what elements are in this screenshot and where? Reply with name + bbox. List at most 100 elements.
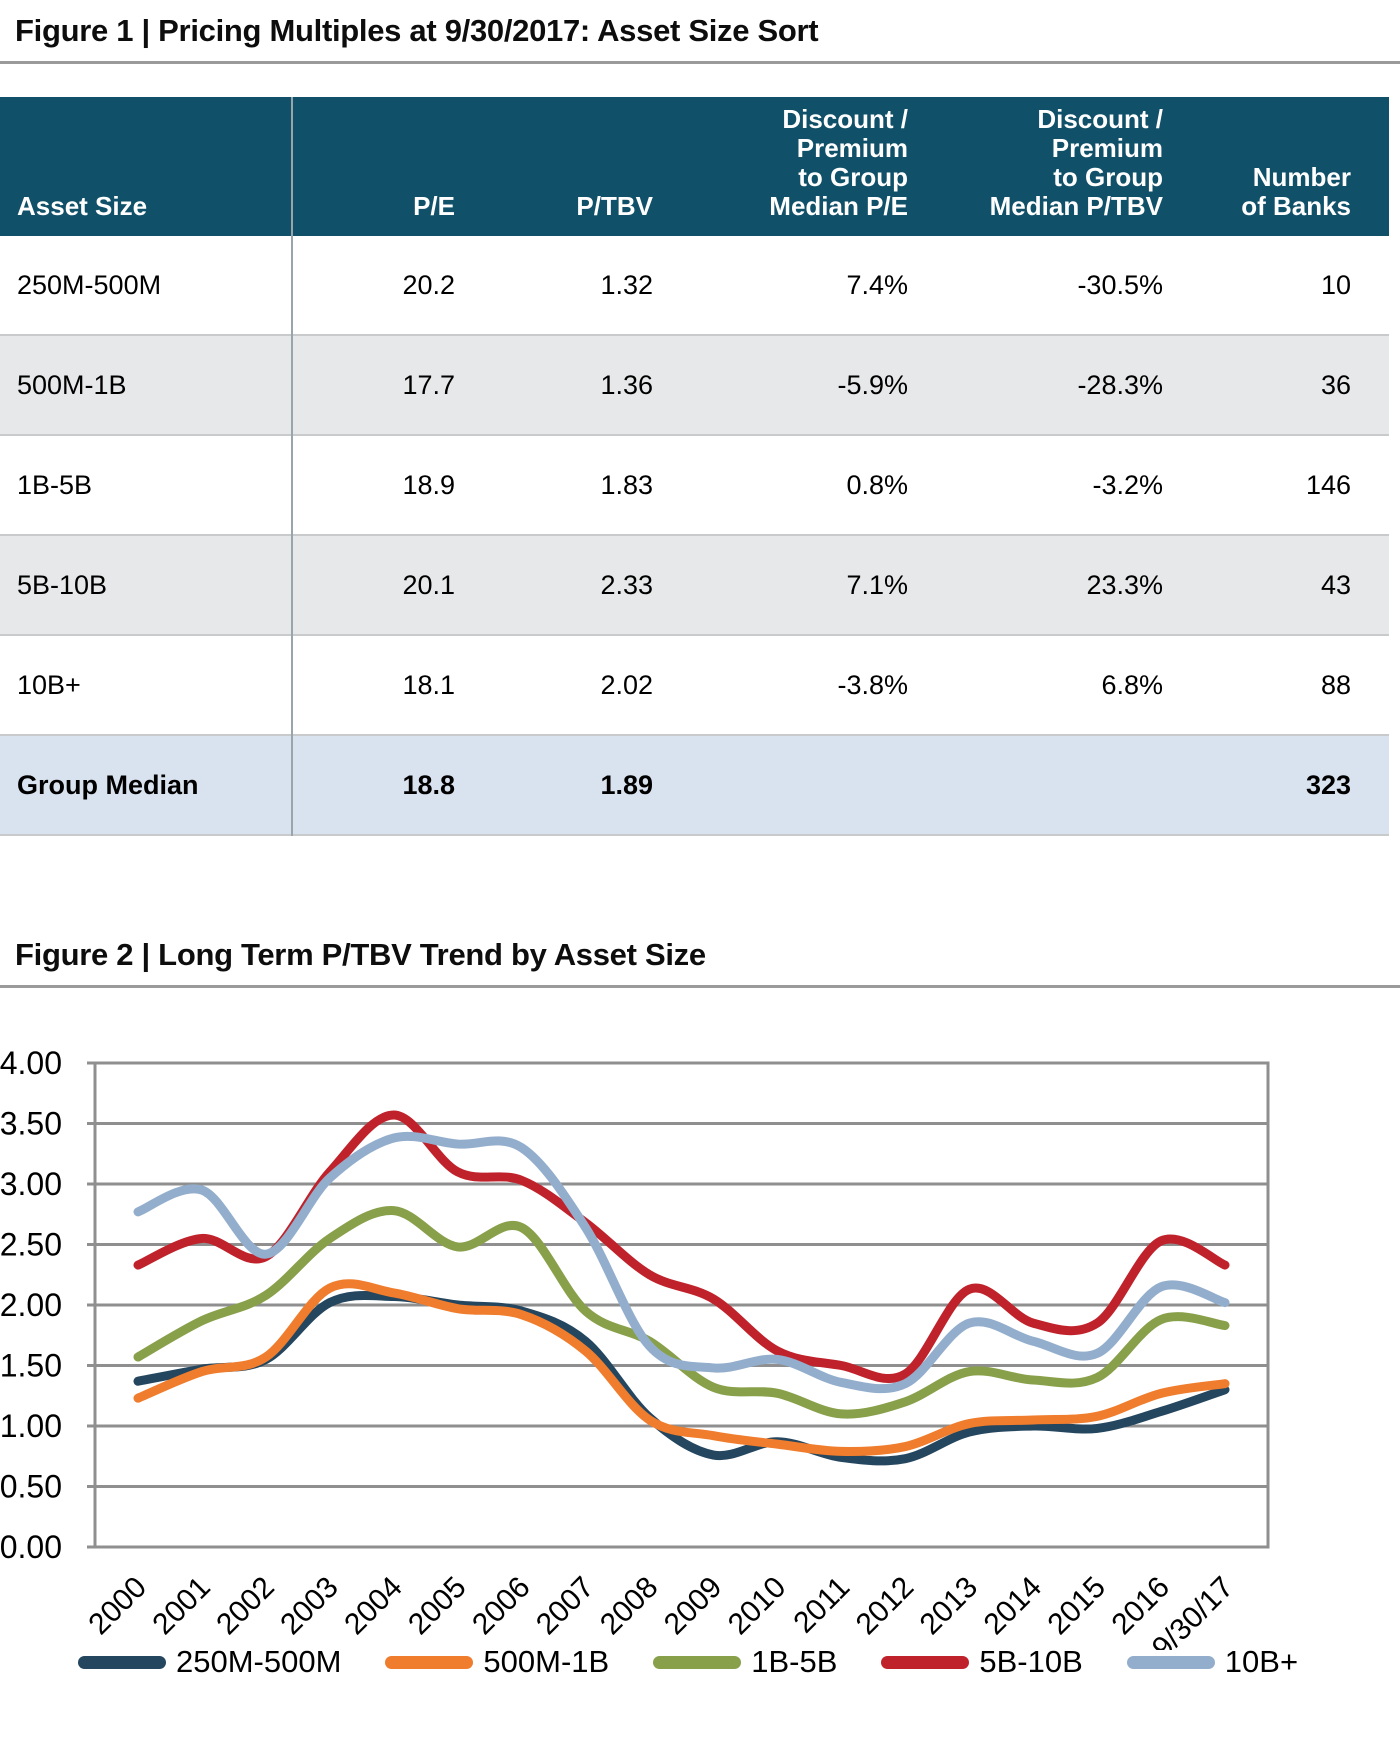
asset-size-cell: 500M-1B: [0, 335, 293, 435]
value-cell: 1.83: [600, 469, 653, 500]
legend-label: 10B+: [1224, 1644, 1299, 1679]
value-cell: 18.1: [402, 669, 455, 700]
value-cell: 1.36: [600, 369, 653, 400]
x-axis-tick-label: 2005: [402, 1571, 473, 1642]
legend-label: 1B-5B: [751, 1644, 838, 1679]
chart-legend: 250M-500M 500M-1B 1B-5B 5B-10B 10B+: [78, 1644, 1400, 1680]
figure1-title-rule: [0, 61, 1400, 64]
series-line-10b-: [133, 1131, 1230, 1394]
y-axis-tick-label: 0.50: [0, 1469, 62, 1505]
value-cell: 7.4%: [846, 269, 908, 300]
x-axis-tick-label: 2004: [338, 1571, 409, 1642]
y-axis-tick-label: 2.50: [0, 1227, 62, 1263]
value-cell: -30.5%: [1077, 269, 1163, 300]
x-axis-tick-label: 2007: [530, 1571, 601, 1642]
ptbv-trend-plot: 0.00 0.50 1.00 1.50 2.00 2.50 3.00 3.50 4.00 2000…: [0, 1045, 1270, 1650]
x-axis-tick-label: 2010: [722, 1571, 793, 1642]
column-header-disc-prem-ptbv: Discount / Premium to Group Median P/TBV: [923, 97, 1178, 236]
asset-size-cell: Group Median: [0, 735, 293, 835]
figure1-title: Figure 1 | Pricing Multiples at 9/30/201…: [15, 13, 819, 48]
value-cell: 1.32: [600, 269, 653, 300]
y-axis-tick-label: 0.00: [0, 1529, 62, 1565]
value-cell: 2.33: [600, 569, 653, 600]
asset-size-cell: 5B-10B: [0, 535, 293, 635]
table-row: 500M-1B 17.7 1.36 -5.9% -28.3% 36: [0, 335, 1389, 435]
legend-swatch: [78, 1655, 166, 1669]
series-line-1b-5b: [133, 1206, 1230, 1419]
x-axis-tick-label: 2014: [978, 1571, 1049, 1642]
value-cell: 88: [1320, 669, 1351, 700]
legend-item-250m-500m: 250M-500M: [78, 1644, 341, 1680]
x-axis-tick-label: 2012: [850, 1571, 921, 1642]
value-cell: 6.8%: [1101, 669, 1163, 700]
value-cell: 18.8: [402, 769, 455, 800]
table-row: 5B-10B 20.1 2.33 7.1% 23.3% 43: [0, 535, 1389, 635]
value-cell: 0.8%: [846, 469, 908, 500]
x-axis-tick-label: 2003: [274, 1571, 345, 1642]
asset-size-cell: 10B+: [0, 635, 293, 735]
x-axis-tick-label: 2015: [1042, 1571, 1113, 1642]
table-row: 10B+ 18.1 2.02 -3.8% 6.8% 88: [0, 635, 1389, 735]
column-header-ptbv: P/TBV: [470, 97, 668, 236]
x-axis-tick-label: 2009: [658, 1571, 729, 1642]
value-cell: 1.89: [600, 769, 653, 800]
y-axis-tick-label: 3.50: [0, 1106, 62, 1142]
figure2-title-rule: [0, 985, 1400, 988]
value-cell: -3.2%: [1092, 469, 1163, 500]
legend-swatch: [1126, 1655, 1215, 1669]
y-axis-tick-label: 1.00: [0, 1408, 62, 1444]
asset-size-cell: 250M-500M: [0, 236, 293, 335]
plot-border: [93, 1061, 1270, 1549]
value-cell: [668, 735, 923, 835]
value-cell: 18.9: [402, 469, 455, 500]
y-axis-tick-label: 1.50: [0, 1348, 62, 1384]
table-row: Group Median 18.8 1.89 323: [0, 735, 1389, 835]
y-axis-tick-label: 3.00: [0, 1166, 62, 1202]
legend-swatch: [881, 1655, 970, 1669]
legend-item-500m-1b: 500M-1B: [385, 1644, 609, 1680]
y-axis-tick-label: 4.00: [0, 1045, 62, 1081]
value-cell: 36: [1320, 369, 1351, 400]
value-cell: 7.1%: [846, 569, 908, 600]
column-header-pe: P/E: [292, 97, 470, 236]
series-line-250m-500m: [133, 1290, 1230, 1466]
value-cell: 323: [1305, 769, 1351, 800]
legend-item-10b-: 10B+: [1126, 1644, 1299, 1680]
legend-item-5b-10b: 5B-10B: [881, 1644, 1083, 1680]
table-row: 1B-5B 18.9 1.83 0.8% -3.2% 146: [0, 435, 1389, 535]
x-axis-tick-label: 2001: [146, 1571, 217, 1642]
table-row: 250M-500M 20.2 1.32 7.4% -30.5% 10: [0, 236, 1389, 335]
value-cell: -3.8%: [837, 669, 908, 700]
x-axis-tick-label: 2013: [914, 1571, 985, 1642]
legend-label: 250M-500M: [176, 1644, 342, 1679]
value-cell: 43: [1320, 569, 1351, 600]
table-header-row: Asset Size P/E P/TBV Discount / Premium …: [0, 97, 1389, 236]
figure2-title: Figure 2 | Long Term P/TBV Trend by Asse…: [15, 937, 706, 972]
value-cell: [923, 735, 1178, 835]
column-header-number-of-banks: Number of Banks: [1178, 97, 1389, 236]
value-cell: -5.9%: [837, 369, 908, 400]
x-axis-tick-label: 2000: [82, 1571, 153, 1642]
value-cell: 20.2: [402, 269, 455, 300]
x-axis-tick-label: 2008: [594, 1571, 665, 1642]
x-axis-tick-label: 2006: [466, 1571, 537, 1642]
column-header-asset-size: Asset Size: [0, 97, 293, 236]
value-cell: 10: [1320, 269, 1351, 300]
ptbv-trend-chart: 0.00 0.50 1.00 1.50 2.00 2.50 3.00 3.50 4.00 2000…: [0, 1010, 1400, 1680]
series-line-500m-1b: [133, 1279, 1230, 1457]
x-axis-tick-label: 2011: [787, 1571, 856, 1640]
legend-swatch: [653, 1655, 742, 1669]
value-cell: 17.7: [402, 369, 455, 400]
legend-label: 5B-10B: [979, 1644, 1083, 1679]
value-cell: 23.3%: [1086, 569, 1163, 600]
value-cell: -28.3%: [1077, 369, 1163, 400]
asset-size-cell: 1B-5B: [0, 435, 293, 535]
pricing-multiples-table: Asset Size P/E P/TBV Discount / Premium …: [0, 97, 1389, 836]
y-axis-tick-label: 2.00: [0, 1287, 62, 1323]
column-header-disc-prem-pe: Discount / Premium to Group Median P/E: [668, 97, 923, 236]
series-line-5b-10b: [133, 1110, 1230, 1383]
value-cell: 20.1: [402, 569, 455, 600]
value-cell: 2.02: [600, 669, 653, 700]
x-axis-tick-label: 2002: [210, 1571, 281, 1642]
legend-item-1b-5b: 1B-5B: [653, 1644, 837, 1680]
